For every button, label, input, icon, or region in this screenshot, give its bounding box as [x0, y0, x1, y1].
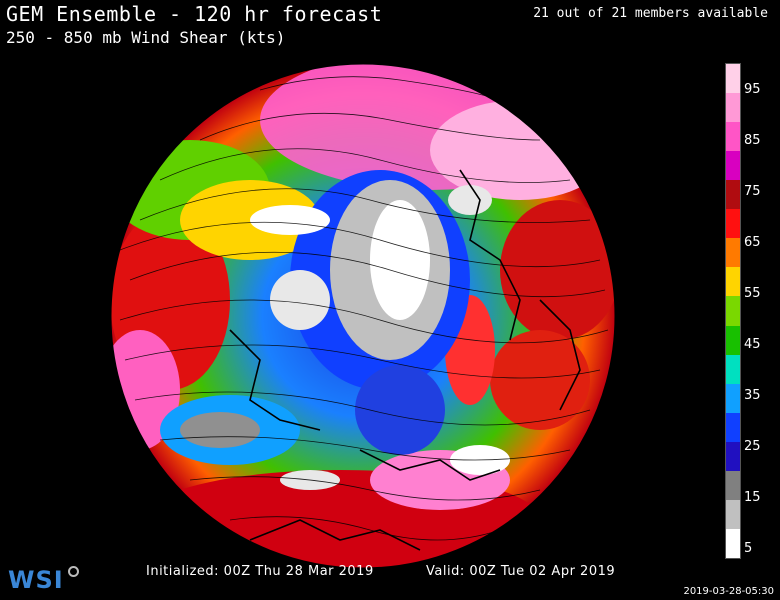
color-scale-segment	[726, 151, 740, 181]
color-scale-label: 75	[744, 184, 761, 199]
hemisphere-disc	[111, 64, 615, 568]
generated-timestamp: 2019-03-28-05:30	[683, 586, 774, 597]
color-scale-bar	[725, 63, 741, 559]
color-scale-segment	[726, 296, 740, 327]
color-scale-segment	[726, 528, 740, 559]
color-scale-segment	[726, 499, 740, 530]
color-scale-segment	[726, 267, 740, 297]
color-scale-segment	[726, 238, 740, 268]
color-scale-label: 45	[744, 337, 761, 352]
color-scale-segment	[726, 325, 740, 356]
initialized-time: Initialized: 00Z Thu 28 Mar 2019	[146, 564, 374, 579]
color-scale-label: 55	[744, 286, 761, 301]
color-scale-label: 65	[744, 235, 761, 250]
color-scale-label: 25	[744, 439, 761, 454]
color-scale-label: 85	[744, 133, 761, 148]
valid-time: Valid: 00Z Tue 02 Apr 2019	[426, 564, 616, 579]
color-scale-segment	[726, 64, 740, 94]
color-scale-label: 5	[744, 541, 753, 556]
members-available: 21 out of 21 members available	[533, 6, 768, 21]
color-scale-label: 15	[744, 490, 761, 505]
color-scale-segment	[726, 441, 740, 472]
color-scale-segment	[726, 470, 740, 501]
wsi-logo: WSI	[8, 566, 64, 594]
color-scale-segment	[726, 209, 740, 239]
color-scale-segment	[726, 412, 740, 443]
color-scale-segment	[726, 180, 740, 210]
color-scale-label: 35	[744, 388, 761, 403]
color-scale-label: 95	[744, 82, 761, 97]
logo-dot-icon	[68, 566, 79, 577]
color-scale-segment	[726, 93, 740, 123]
map-title: GEM Ensemble - 120 hr forecast	[6, 2, 383, 26]
map-subtitle: 250 - 850 mb Wind Shear (kts)	[6, 28, 286, 47]
color-scale-segment	[726, 383, 740, 414]
color-scale-segment	[726, 122, 740, 152]
color-scale-segment	[726, 354, 740, 385]
